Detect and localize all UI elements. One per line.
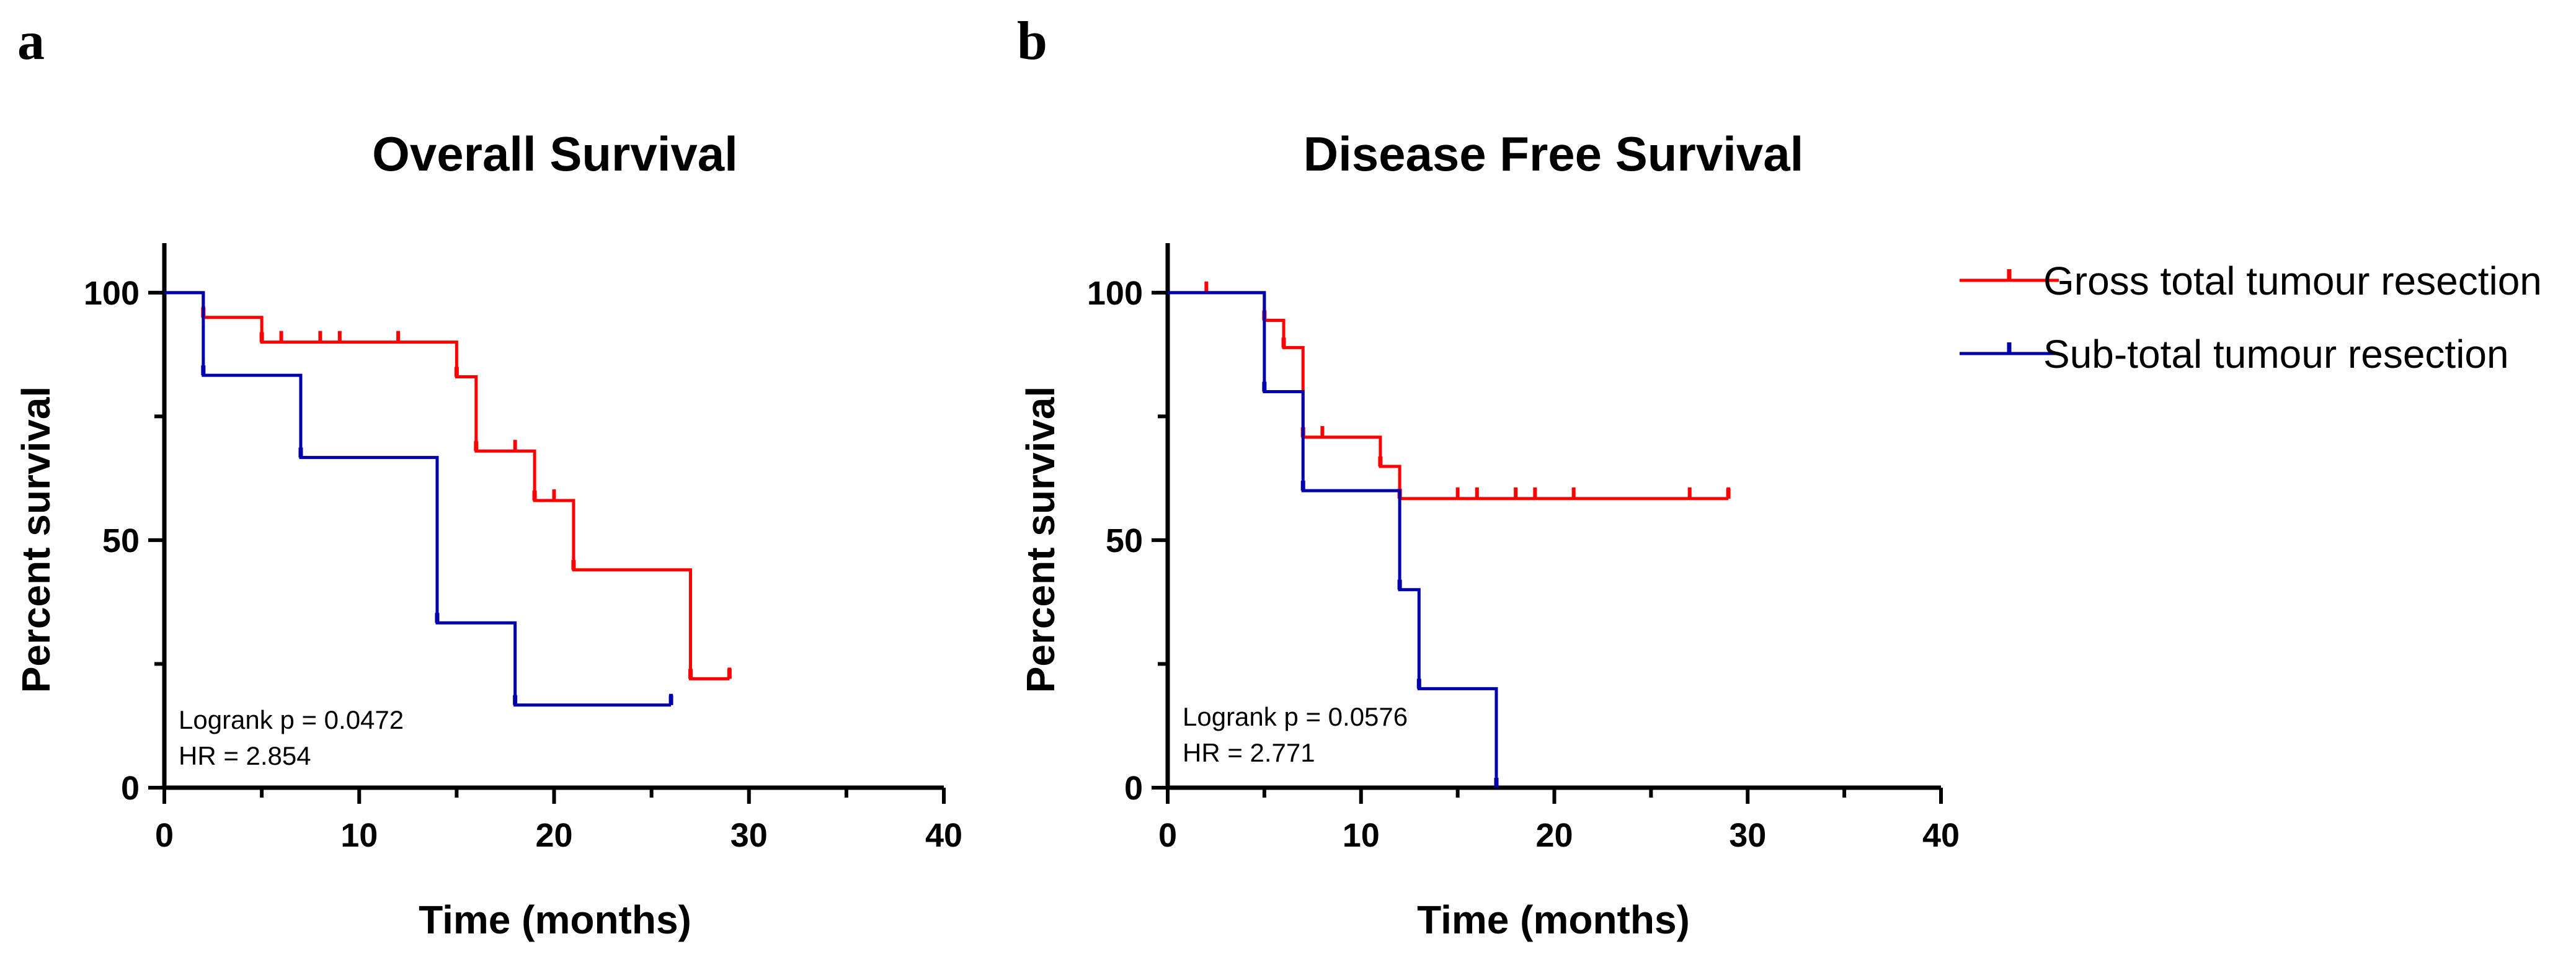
axes-a: 0 10 20 30 40 0 50 100	[84, 243, 962, 854]
y-tick-label-b-100: 100	[1087, 275, 1143, 312]
x-tick-label-a-40: 40	[925, 817, 962, 854]
legend: Gross total tumour resection Sub-total t…	[1960, 259, 2542, 376]
y-tick-label-a-0: 0	[121, 770, 140, 807]
x-tick-label-a-30: 30	[731, 817, 768, 854]
y-axis-label-b: Percent survival	[1018, 386, 1063, 693]
y-tick-label-a-50: 50	[102, 522, 140, 559]
panel-letter-b: b	[1017, 11, 1047, 71]
km-curve-str-a	[164, 291, 672, 707]
x-axis-label-a: Time (months)	[419, 897, 691, 942]
x-tick-label-b-30: 30	[1729, 817, 1766, 854]
hr-annotation-b: HR = 2.771	[1183, 738, 1315, 767]
axes-b: 0 10 20 30 40 0 50 100	[1087, 243, 1960, 854]
x-tick-label-a-0: 0	[155, 817, 174, 854]
chart-title-b: Disease Free Survival	[1304, 127, 1804, 181]
panel-b: b Disease Free Survival Time (months) Pe…	[1017, 11, 1960, 942]
legend-label-gtr: Gross total tumour resection	[2043, 259, 2542, 303]
x-tick-label-a-20: 20	[535, 817, 572, 854]
y-tick-label-b-0: 0	[1124, 770, 1143, 807]
km-curve-gtr-a	[164, 291, 730, 680]
panel-letter-a: a	[17, 11, 45, 71]
x-tick-label-b-40: 40	[1922, 817, 1960, 854]
x-tick-label-a-10: 10	[340, 817, 378, 854]
panel-a: a Overall Survival Time (months) Percent…	[14, 11, 962, 942]
hr-annotation-a: HR = 2.854	[179, 741, 311, 770]
legend-item-str: Sub-total tumour resection	[1960, 332, 2509, 376]
series-group-a	[164, 291, 732, 707]
logrank-annotation-b: Logrank p = 0.0576	[1183, 702, 1408, 731]
x-tick-label-b-20: 20	[1535, 817, 1573, 854]
series-group-b	[1168, 281, 1731, 788]
chart-title-a: Overall Survival	[372, 127, 738, 181]
legend-item-gtr: Gross total tumour resection	[1960, 259, 2542, 303]
x-axis-label-b: Time (months)	[1417, 897, 1690, 942]
x-tick-label-b-10: 10	[1343, 817, 1380, 854]
y-axis-label-a: Percent survival	[14, 386, 58, 693]
km-curve-str-b	[1168, 291, 1498, 788]
x-tick-label-b-0: 0	[1158, 817, 1177, 854]
y-tick-label-b-50: 50	[1106, 522, 1143, 559]
y-tick-label-a-100: 100	[84, 275, 140, 312]
logrank-annotation-a: Logrank p = 0.0472	[179, 705, 404, 734]
km-curve-gtr-b	[1168, 291, 1729, 501]
legend-label-str: Sub-total tumour resection	[2043, 332, 2509, 376]
